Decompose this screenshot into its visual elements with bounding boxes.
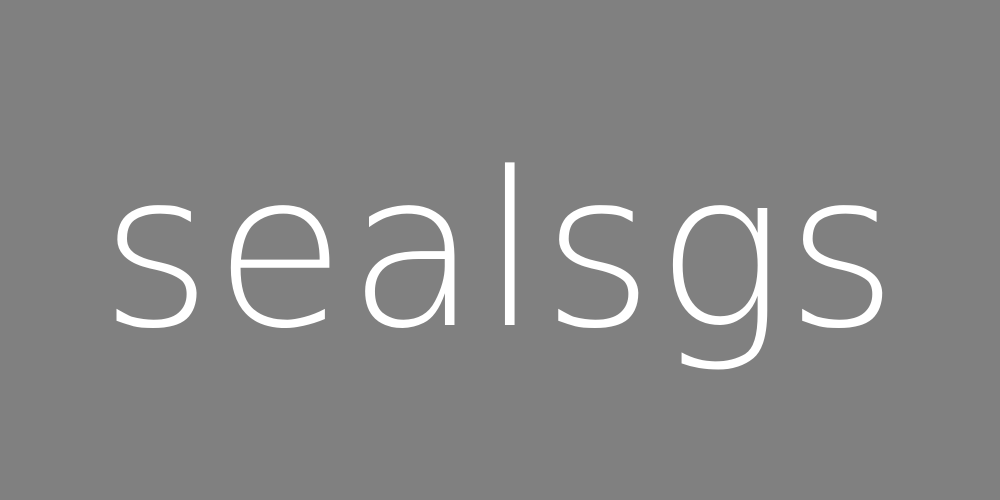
word-text: sealsgs (100, 127, 900, 376)
canvas: sealsgs (100, 127, 900, 376)
